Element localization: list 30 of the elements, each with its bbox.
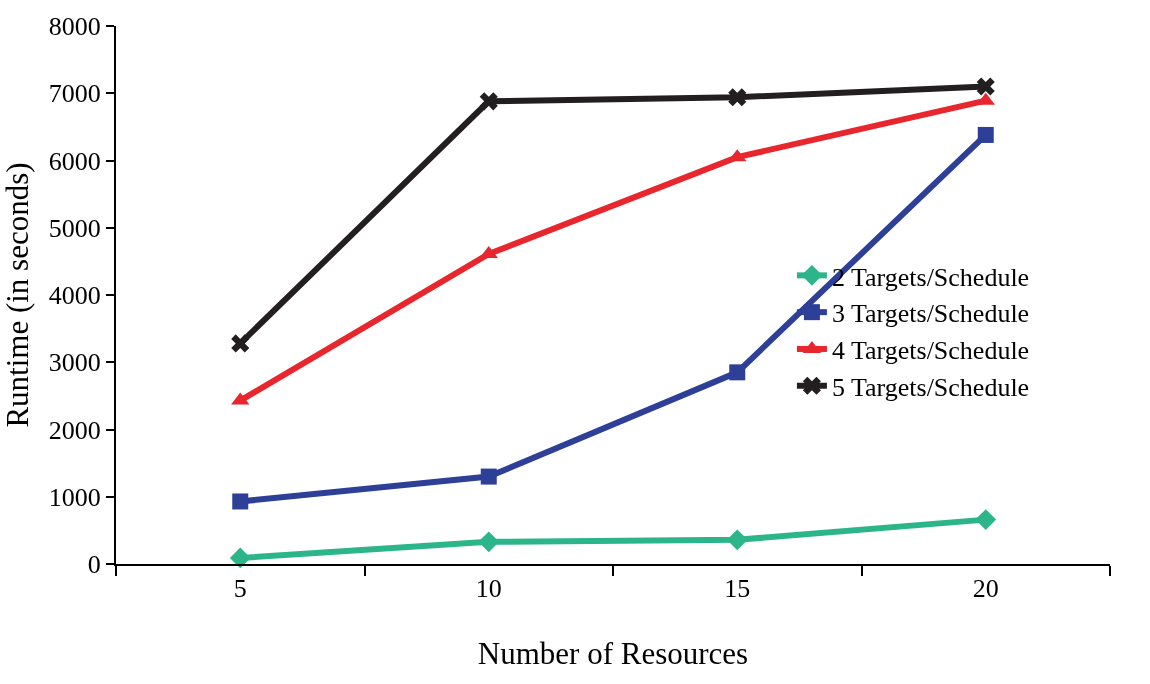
point	[232, 493, 249, 510]
point	[728, 88, 747, 107]
y-tick-label: 5000	[48, 213, 101, 243]
point	[729, 364, 746, 381]
x-axis-title: Number of Resources	[477, 635, 749, 671]
point	[478, 531, 500, 553]
point	[726, 529, 748, 551]
x-tick-label: 15	[724, 574, 751, 604]
point	[480, 468, 497, 485]
x-tick-label: 10	[475, 574, 502, 604]
x-tick-label: 5	[233, 574, 247, 604]
y-tick-label: 2000	[48, 415, 101, 445]
y-tick-label: 3000	[48, 348, 101, 378]
y-tick-label: 4000	[48, 281, 101, 311]
y-tick-label: 1000	[48, 482, 101, 512]
y-tick-label: 8000	[48, 12, 101, 42]
legend-label: 3 Targets/Schedule	[831, 299, 1030, 329]
point	[977, 126, 994, 143]
point	[229, 547, 251, 569]
y-tick-label: 6000	[48, 146, 101, 176]
legend-label: 4 Targets/Schedule	[831, 336, 1030, 366]
y-tick-label: 0	[87, 550, 101, 580]
y-axis-title: Runtime (in seconds)	[0, 162, 35, 428]
point	[975, 509, 997, 531]
point	[976, 77, 995, 96]
x-tick-label: 20	[972, 574, 999, 604]
legend-label: 5 Targets/Schedule	[831, 372, 1030, 402]
point	[479, 92, 498, 111]
point	[231, 334, 250, 353]
y-tick-label: 7000	[48, 79, 101, 109]
